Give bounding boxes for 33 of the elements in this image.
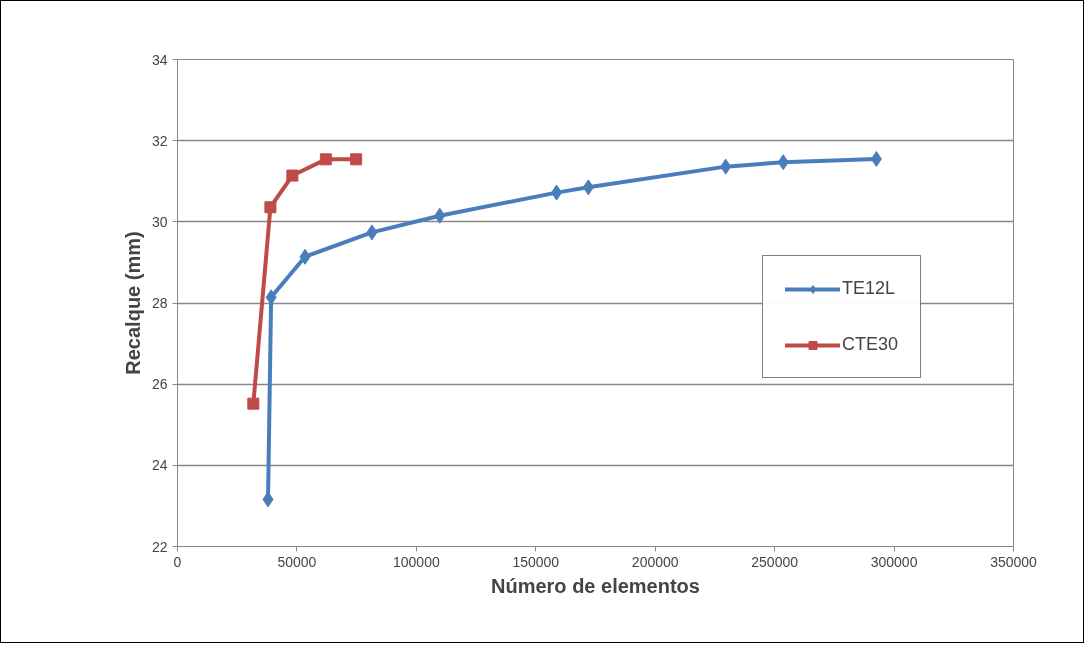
legend-label: TE12L: [842, 278, 896, 299]
y-tick-label: 22: [151, 538, 168, 555]
point: [582, 179, 594, 196]
point: [247, 397, 260, 410]
y-tick-label: 24: [151, 457, 168, 474]
x-tick-label: 150000: [512, 553, 560, 570]
y-tick-label: 30: [151, 213, 168, 230]
point: [870, 150, 882, 167]
point: [720, 158, 732, 175]
point: [434, 207, 446, 224]
x-axis-title: Número de elementos: [491, 574, 700, 597]
x-tick-label: 100000: [393, 553, 440, 570]
y-axis-title: Recalque (mm): [121, 231, 144, 375]
point: [264, 201, 277, 214]
x-tick-label: 300000: [870, 553, 918, 570]
point: [299, 248, 311, 265]
point: [262, 491, 274, 508]
point: [366, 224, 378, 241]
point: [286, 169, 299, 182]
x-tick-label: 200000: [631, 553, 679, 570]
x-tick-label: 50000: [277, 553, 317, 570]
y-tick-label: 32: [151, 132, 168, 149]
y-tick-label: 28: [151, 295, 168, 311]
legend-label: CTE30: [842, 334, 899, 355]
x-tick-label: 350000: [990, 553, 1038, 570]
x-tick-label: 0: [173, 553, 182, 570]
point: [319, 153, 332, 166]
x-tick-label: 250000: [751, 553, 799, 570]
y-tick-label: 34: [151, 51, 168, 68]
y-tick-label: 26: [151, 376, 168, 393]
point: [551, 184, 563, 201]
point: [350, 153, 363, 166]
point: [777, 154, 789, 171]
